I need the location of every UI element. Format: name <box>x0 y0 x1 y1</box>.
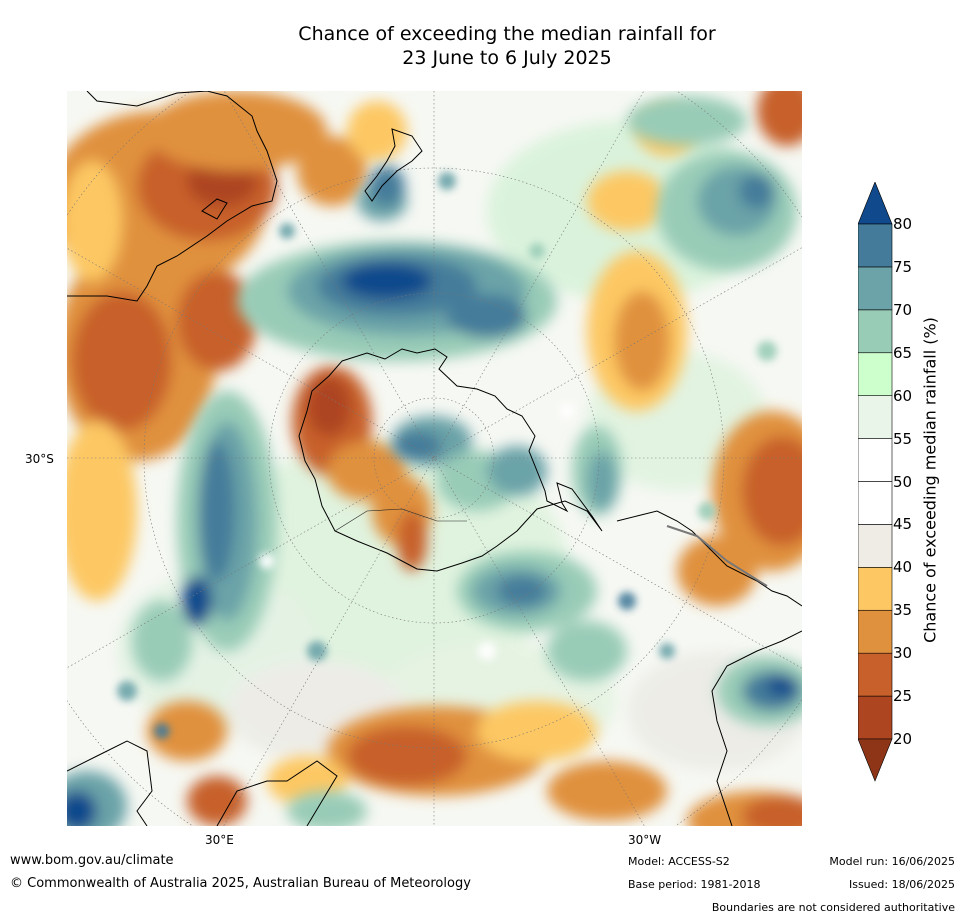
lon-label-30w: 30°W <box>628 833 662 847</box>
south-america-coastline <box>616 510 802 826</box>
colorbar-bin <box>858 438 893 482</box>
colorbar-bin <box>858 481 893 525</box>
base-period: Base period: 1981-2018 <box>628 878 761 891</box>
colorbar-tick-label: 65 <box>893 343 913 362</box>
boundary-disclaimer: Boundaries are not considered authoritat… <box>711 901 955 914</box>
colorbar-tick-label: 35 <box>893 601 913 620</box>
wet-anomaly-layer <box>67 96 802 826</box>
colorbar-bin <box>858 524 893 568</box>
colorbar-bin <box>858 352 893 396</box>
new-zealand-coastline <box>364 128 423 202</box>
website-link[interactable]: www.bom.gov.au/climate <box>10 853 174 868</box>
colorbar-tick-label: 25 <box>893 687 913 706</box>
lat-label-30s: 30°S <box>25 452 54 466</box>
speckle-layer <box>117 172 777 739</box>
madagascar-coastline <box>201 198 228 220</box>
title-line-2: 23 June to 6 July 2025 <box>402 47 612 69</box>
africa-coastline <box>67 91 278 302</box>
map-canvas <box>67 91 802 826</box>
colorbar-tick-label: 75 <box>893 257 913 276</box>
map-graticule <box>67 91 802 826</box>
colorbar-bin <box>858 567 893 611</box>
colorbar-tick-label: 40 <box>893 558 913 577</box>
lon-label-30e: 30°E <box>205 833 234 847</box>
model-name: Model: ACCESS-S2 <box>628 855 730 868</box>
colorbar-tick-label: 55 <box>893 429 913 448</box>
copyright-text: © Commonwealth of Australia 2025, Austra… <box>10 876 471 891</box>
colorbar-bin <box>858 309 893 354</box>
colorbar-bin <box>858 609 893 654</box>
rainfall-map <box>67 91 802 826</box>
colorbar-over-arrow <box>858 182 893 225</box>
colorbar-under-arrow <box>858 738 893 782</box>
colorbar-tick-label: 45 <box>893 515 913 534</box>
australia-coastline <box>67 740 338 826</box>
chart-title: Chance of exceeding the median rainfall … <box>0 22 965 70</box>
colorbar-bins <box>858 223 893 740</box>
colorbar-tick-label: 30 <box>893 644 913 663</box>
antarctica-coastline <box>298 348 603 572</box>
colorbar-tick-label: 60 <box>893 386 913 405</box>
colorbar-tick-label: 50 <box>893 472 913 491</box>
ross-shelf-line <box>334 508 467 532</box>
andes-line <box>666 525 768 587</box>
title-line-1: Chance of exceeding the median rainfall … <box>298 23 716 45</box>
colorbar-bin <box>858 266 893 311</box>
colorbar-tick-label: 70 <box>893 300 913 319</box>
model-run-date: Model run: 16/06/2025 <box>829 855 955 868</box>
colorbar-tick-label: 80 <box>893 215 913 233</box>
colorbar <box>858 182 893 782</box>
colorbar-label: Chance of exceeding median rainfall (%) <box>920 317 940 643</box>
colorbar-bin <box>858 695 893 740</box>
colorbar-tick-label: 20 <box>893 730 913 748</box>
colorbar-bin <box>858 395 893 439</box>
issued-date: Issued: 18/06/2025 <box>848 878 955 891</box>
colorbar-bin <box>858 223 893 268</box>
colorbar-bin <box>858 652 893 697</box>
